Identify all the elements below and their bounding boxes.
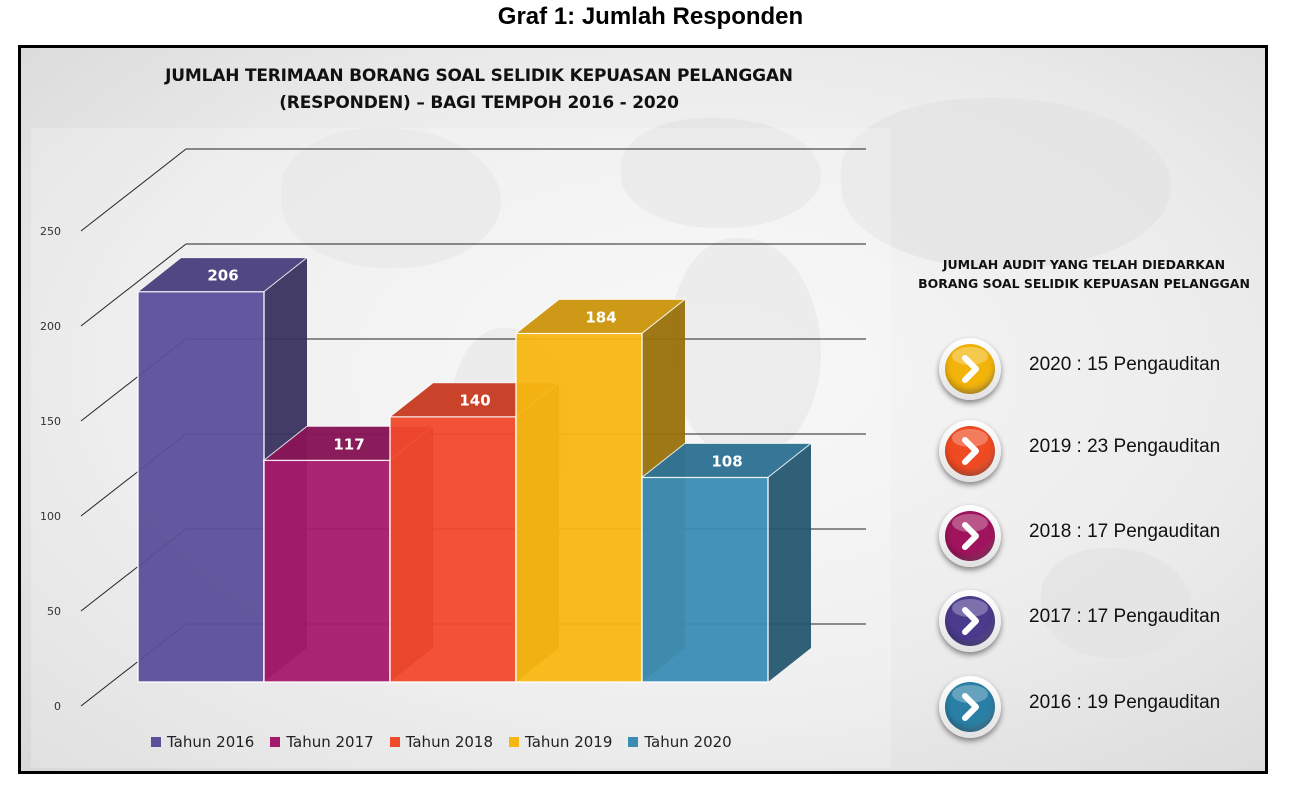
bar-side-face	[768, 443, 811, 682]
audit-item-2020: 2020 : 15 Pengauditan	[939, 338, 1259, 408]
audit-item-2016: 2016 : 19 Pengauditan	[939, 676, 1259, 746]
legend-label: Tahun 2016	[167, 733, 255, 751]
legend-item: Tahun 2016	[151, 733, 254, 751]
chart-legend: Tahun 2016 Tahun 2017 Tahun 2018 Tahun 2…	[151, 730, 732, 754]
y-tick-label: 200	[40, 320, 61, 333]
legend-label: Tahun 2017	[286, 733, 374, 751]
data-label: 140	[459, 392, 490, 410]
chevron-right-icon	[939, 420, 1001, 482]
legend-item: Tahun 2017	[270, 733, 374, 751]
y-tick-label: 50	[47, 605, 61, 618]
audit-panel-title: JUMLAH AUDIT YANG TELAH DIEDARKAN BORANG…	[899, 255, 1265, 293]
chart-title: JUMLAH TERIMAAN BORANG SOAL SELIDIK KEPU…	[79, 63, 879, 117]
map-background-shape	[1041, 548, 1191, 658]
legend-item: Tahun 2019	[509, 733, 612, 751]
chevron-right-icon	[939, 676, 1001, 738]
legend-swatch	[628, 737, 639, 747]
y-tick-label: 250	[40, 225, 61, 238]
bar	[515, 332, 643, 683]
legend-swatch	[270, 737, 281, 747]
data-label: 184	[585, 308, 616, 326]
y-tick-label: 0	[54, 700, 61, 713]
legend-item: Tahun 2018	[389, 733, 494, 751]
map-background-shape	[671, 238, 821, 458]
bar-top-face	[136, 257, 309, 293]
legend-swatch	[509, 737, 520, 747]
map-background-shape	[281, 128, 501, 268]
audit-item-text: 2017 : 17 Pengauditan	[1029, 606, 1221, 627]
bar	[137, 290, 265, 683]
audit-panel-title-line-2: BORANG SOAL SELIDIK KEPUASAN PELANGGAN	[918, 276, 1250, 291]
audit-item-2019: 2019 : 23 Pengauditan	[939, 420, 1259, 490]
map-background-shape	[621, 118, 821, 228]
chevron-right-icon	[939, 505, 1001, 567]
bar-chart: 0 50 100 150 200 250 206 117 140 184 108	[40, 148, 866, 713]
legend-item: Tahun 2020	[628, 733, 732, 751]
gridline-diagonal	[80, 243, 187, 327]
chevron-right-icon	[939, 590, 1001, 652]
chevron-right-icon	[939, 338, 1001, 400]
legend-swatch	[151, 737, 161, 747]
map-background-shape	[841, 98, 1171, 268]
bar-top-face	[514, 298, 687, 334]
audit-item-text: 2018 : 17 Pengauditan	[1029, 521, 1221, 542]
bar	[389, 415, 517, 683]
data-label: 117	[333, 435, 364, 453]
infographic-frame: JUMLAH TERIMAAN BORANG SOAL SELIDIK KEPU…	[18, 45, 1268, 774]
bar	[641, 476, 769, 683]
page-title: Graf 1: Jumlah Responden	[497, 3, 804, 30]
chart-title-line-2: (RESPONDEN) – BAGI TEMPOH 2016 - 2020	[279, 93, 679, 113]
chart-title-line-1: JUMLAH TERIMAAN BORANG SOAL SELIDIK KEPU…	[165, 66, 793, 86]
bar-top-face	[640, 442, 813, 478]
audit-item-2018: 2018 : 17 Pengauditan	[939, 505, 1259, 575]
y-tick-label: 100	[40, 510, 61, 523]
legend-label: Tahun 2020	[644, 733, 732, 751]
legend-label: Tahun 2019	[525, 733, 613, 751]
bar	[263, 459, 391, 683]
data-label: 108	[711, 452, 742, 470]
audit-item-text: 2020 : 15 Pengauditan	[1029, 354, 1221, 375]
y-tick-label: 150	[40, 415, 61, 428]
audit-item-2017: 2017 : 17 Pengauditan	[939, 590, 1259, 660]
data-label: 206	[207, 267, 238, 285]
legend-swatch	[389, 737, 400, 747]
audit-item-text: 2016 : 19 Pengauditan	[1029, 692, 1221, 713]
audit-item-text: 2019 : 23 Pengauditan	[1029, 436, 1221, 457]
audit-panel-title-line-1: JUMLAH AUDIT YANG TELAH DIEDARKAN	[942, 257, 1226, 272]
legend-label: Tahun 2018	[405, 733, 494, 751]
gridline-diagonal	[80, 148, 187, 232]
